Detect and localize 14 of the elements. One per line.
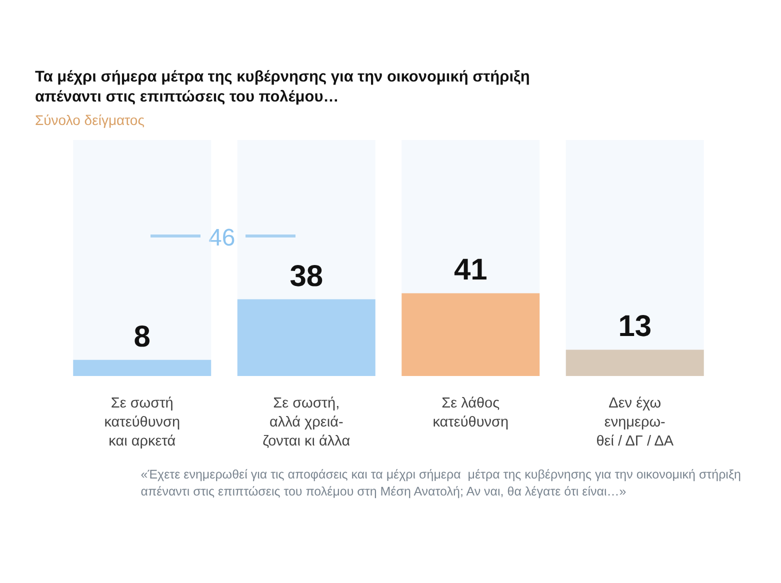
- chart-subtitle: Σύνολο δείγματος: [35, 112, 145, 128]
- x-tick-label: Σε σωστή κατεύθυνση και αρκετά: [104, 396, 180, 450]
- bar: [73, 360, 212, 376]
- bar: [566, 350, 704, 376]
- data-label: 8: [134, 320, 150, 354]
- x-tick-label: Σε λάθος κατεύθυνση: [432, 396, 509, 430]
- text: 46: [208, 224, 236, 252]
- x-tick-label: Σε σωστή, αλλά χρειά- ζονται κι άλλα: [262, 396, 350, 450]
- data-label: 38: [290, 260, 324, 293]
- text: «Έχετε ενημερωθεί για τις αποφάσεις και τα μέχρι σήμερα μέτρα της κυβέρνησης για την οικονομική στήριξη απέναντι στις επιπτώσεις του πολέμου στη Μέση Ανατολή; Αν ναι, θα λέγατε ότι είναι…»: [140, 468, 742, 498]
- x-tick-label: Δεν έχω ενημερω- θεί / ΔΓ / ΔΑ: [596, 396, 674, 450]
- chart-title: Τα μέχρι σήμερα μέτρα της κυβέρνησης για την οικονομική στήριξη απέναντι στις επιπτώσεις του πολέμου…: [35, 68, 530, 106]
- data-label: 13: [618, 310, 652, 344]
- data-label: 41: [454, 254, 488, 287]
